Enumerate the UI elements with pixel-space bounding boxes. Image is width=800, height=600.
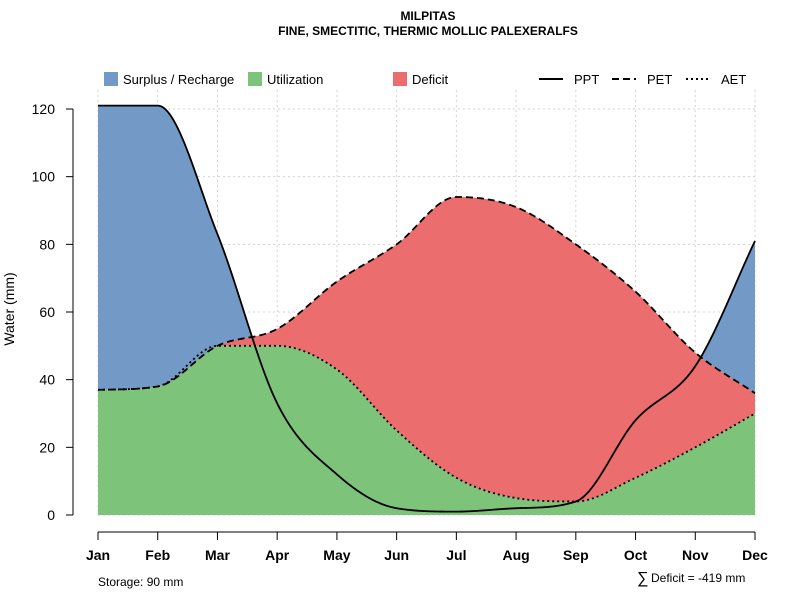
legend-label-ppt: PPT: [574, 72, 599, 87]
legend-label-pet: PET: [647, 72, 672, 87]
deficit-area: [98, 196, 755, 502]
series-line-pet: [97, 196, 756, 394]
chart-title: MILPITAS: [400, 9, 455, 23]
x-tick-label-jan: Jan: [86, 547, 110, 563]
series-lines: [97, 104, 756, 513]
x-tick-label-dec: Dec: [742, 547, 768, 563]
y-tick-label: 100: [32, 169, 56, 185]
surplus-recharge-area: [98, 105, 755, 394]
legend-label-1: Utilization: [267, 72, 323, 87]
y-tick-label: 80: [39, 236, 55, 252]
x-tick-label-aug: Aug: [502, 547, 529, 563]
x-tick-label-oct: Oct: [624, 547, 648, 563]
x-tick-label-jun: Jun: [384, 547, 409, 563]
deficit-sum-symbol: ∑: [637, 570, 648, 587]
y-tick-label: 20: [39, 439, 55, 455]
x-tick-label-feb: Feb: [145, 547, 170, 563]
storage-annotation: Storage: 90 mm: [98, 575, 183, 589]
x-tick-label-may: May: [323, 547, 350, 563]
y-tick-label: 40: [39, 372, 55, 388]
legend-label-2: Deficit: [412, 72, 449, 87]
y-tick-label: 60: [39, 304, 55, 320]
x-tick-label-apr: Apr: [265, 547, 290, 563]
y-tick-label: 120: [32, 101, 56, 117]
legend-label-0: Surplus / Recharge: [123, 72, 234, 87]
utilization-area: [98, 345, 755, 515]
series-line-ppt: [98, 104, 756, 513]
axes: 0 20 40 60 80 100 120 Jan Feb Mar Apr May Jun Jul Aug S…: [32, 101, 768, 563]
chart-subtitle: FINE, SMECTITIC, THERMIC MOLLIC PALEXERA…: [278, 24, 578, 38]
x-tick-label-mar: Mar: [205, 547, 230, 563]
filled-areas: [98, 105, 755, 515]
x-tick-label-jul: Jul: [446, 547, 466, 563]
deficit-annotation: Deficit = -419 mm: [651, 571, 745, 585]
y-axis-title: Water (mm): [1, 272, 17, 345]
legend-swatch-2: [393, 72, 407, 86]
x-tick-label-nov: Nov: [682, 547, 709, 563]
legend-swatch-1: [248, 72, 262, 86]
x-tick-label-sep: Sep: [563, 547, 589, 563]
y-tick-label: 0: [47, 507, 55, 523]
legend: Surplus / Recharge Utilization Deficit PPT P…: [104, 72, 746, 87]
legend-label-aet: AET: [721, 72, 746, 87]
legend-swatch-0: [104, 72, 118, 86]
